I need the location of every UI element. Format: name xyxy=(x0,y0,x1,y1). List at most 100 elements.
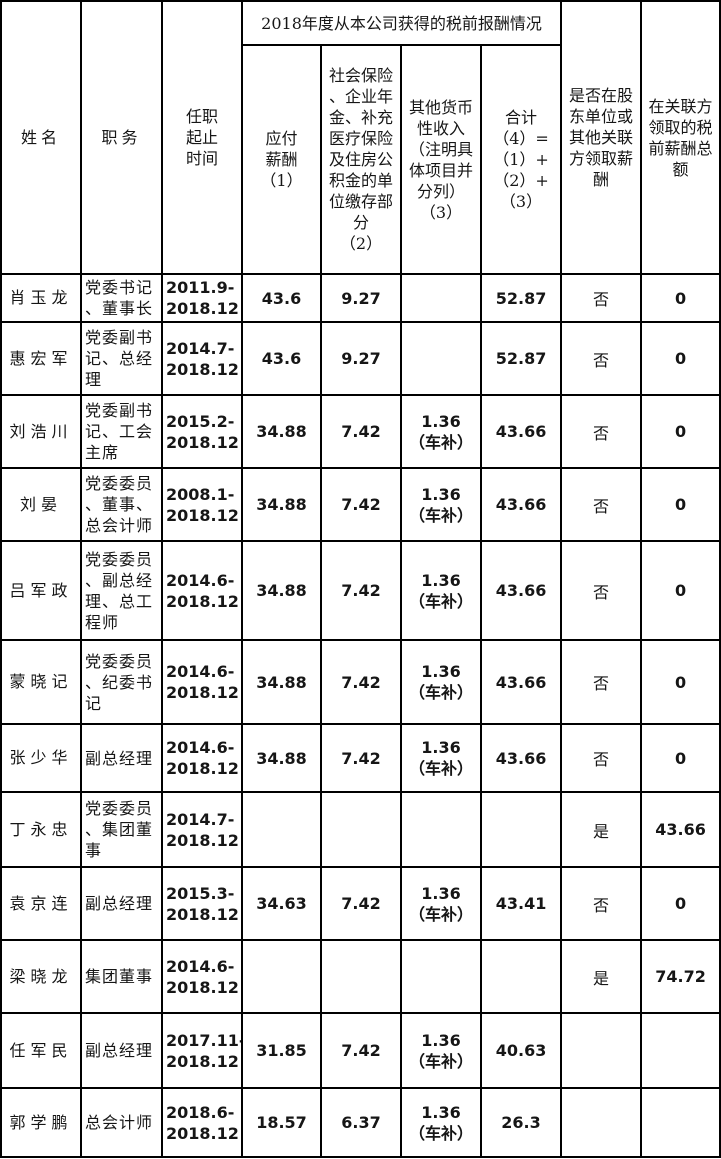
cell-position: 党委委员、纪委书记 xyxy=(80,639,163,725)
cell-term: 2014.7- 2018.12 xyxy=(161,321,243,396)
cell-other xyxy=(400,939,482,1014)
cell-flag: 否 xyxy=(560,723,643,793)
cell-name: 刘浩川 xyxy=(0,394,82,469)
cell-term: 2015.2- 2018.12 xyxy=(161,394,243,469)
table-row: 张少华 副总经理 2014.6- 2018.12 34.88 7.42 1.36 （车补）… xyxy=(0,723,721,793)
table-row: 吕军政 党委委员、副总经理、总工程师 2014.6- 2018.12 34.88 7.4… xyxy=(0,540,721,641)
header-other-income: 其他货币 性收入 （注明具 体项目并 分列） （3） xyxy=(400,44,482,275)
cell-payable: 31.85 xyxy=(241,1012,322,1089)
cell-flag: 否 xyxy=(560,639,643,725)
cell-position: 党委副书记、总经理 xyxy=(80,321,163,396)
cell-term: 2018.6- 2018.12 xyxy=(161,1087,243,1158)
table-row: 刘浩川 党委副书记、工会主席 2015.2- 2018.12 34.88 7.42 1.3… xyxy=(0,394,721,469)
cell-term: 2014.6- 2018.12 xyxy=(161,939,243,1014)
cell-amount: 0 xyxy=(640,866,721,941)
cell-social: 7.42 xyxy=(320,639,402,725)
header-row-top: 姓名 职务 任职 起止 时间 2018年度从本公司获得的税前报酬情况 是否在股东… xyxy=(0,0,721,275)
cell-amount: 0 xyxy=(640,723,721,793)
cell-other xyxy=(400,791,482,868)
cell-term: 2014.6- 2018.12 xyxy=(161,723,243,793)
header-payable: 应付 薪酬 （1） xyxy=(241,44,322,275)
cell-name: 刘晏 xyxy=(0,467,82,542)
cell-position: 党委委员、集团董事 xyxy=(80,791,163,868)
cell-amount: 0 xyxy=(640,639,721,725)
cell-position: 党委书记、董事长 xyxy=(80,273,163,323)
table-row: 郭学鹏 总会计师 2018.6- 2018.12 18.57 6.37 1.36 （车补）… xyxy=(0,1087,721,1158)
table-row: 肖玉龙 党委书记、董事长 2011.9- 2018.12 43.6 9.27 52.87 否… xyxy=(0,273,721,323)
table-body: 肖玉龙 党委书记、董事长 2011.9- 2018.12 43.6 9.27 52.87 否… xyxy=(0,273,721,1158)
cell-social: 6.37 xyxy=(320,1087,402,1158)
cell-name: 肖玉龙 xyxy=(0,273,82,323)
cell-total: 43.66 xyxy=(479,467,563,542)
cell-amount xyxy=(640,1087,721,1158)
header-position: 职务 xyxy=(80,0,163,275)
cell-position: 副总经理 xyxy=(80,1012,163,1089)
cell-position: 党委副书记、工会主席 xyxy=(80,394,163,469)
cell-position: 集团董事 xyxy=(80,939,163,1014)
cell-position: 总会计师 xyxy=(80,1087,163,1158)
cell-social: 7.42 xyxy=(320,394,402,469)
cell-payable xyxy=(241,791,322,868)
cell-total: 26.3 xyxy=(479,1087,563,1158)
header-social-insurance: 社会保险 、企业年 金、补充 医疗保险 及住房公 积金的单 位缴存部 分 （2） xyxy=(320,44,402,275)
cell-name: 吕军政 xyxy=(0,540,82,641)
cell-payable: 34.88 xyxy=(241,394,322,469)
cell-term: 2017.11- 2018.12 xyxy=(161,1012,243,1089)
cell-flag xyxy=(560,1012,643,1089)
cell-amount: 0 xyxy=(640,321,721,396)
cell-social: 9.27 xyxy=(320,273,402,323)
table-row: 梁晓龙 集团董事 2014.6- 2018.12 是 74.72 xyxy=(0,939,721,1014)
cell-name: 蒙晓记 xyxy=(0,639,82,725)
cell-total: 43.41 xyxy=(479,866,563,941)
cell-total: 43.66 xyxy=(479,639,563,725)
cell-total: 52.87 xyxy=(479,321,563,396)
cell-name: 梁晓龙 xyxy=(0,939,82,1014)
cell-payable: 34.88 xyxy=(241,639,322,725)
cell-other: 1.36 （车补） xyxy=(400,639,482,725)
cell-other xyxy=(400,321,482,396)
table-row: 刘晏 党委委员、董事、总会计师 2008.1- 2018.12 34.88 7.42 1.… xyxy=(0,467,721,542)
cell-term: 2014.6- 2018.12 xyxy=(161,540,243,641)
cell-amount: 0 xyxy=(640,467,721,542)
cell-amount: 74.72 xyxy=(640,939,721,1014)
table-row: 丁永忠 党委委员、集团董事 2014.7- 2018.12 是 43.66 xyxy=(0,791,721,868)
table-row: 袁京连 副总经理 2015.3- 2018.12 34.63 7.42 1.36 （车补）… xyxy=(0,866,721,941)
cell-payable: 34.88 xyxy=(241,540,322,641)
cell-name: 郭学鹏 xyxy=(0,1087,82,1158)
cell-term: 2015.3- 2018.12 xyxy=(161,866,243,941)
cell-amount: 0 xyxy=(640,394,721,469)
cell-flag: 否 xyxy=(560,321,643,396)
cell-other: 1.36 （车补） xyxy=(400,394,482,469)
cell-flag: 否 xyxy=(560,866,643,941)
cell-amount: 0 xyxy=(640,273,721,323)
cell-amount: 0 xyxy=(640,540,721,641)
cell-payable: 34.88 xyxy=(241,467,322,542)
cell-total xyxy=(479,791,563,868)
cell-total: 43.66 xyxy=(479,394,563,469)
header-name: 姓名 xyxy=(0,0,82,275)
cell-position: 党委委员、副总经理、总工程师 xyxy=(80,540,163,641)
cell-social: 9.27 xyxy=(320,321,402,396)
table-row: 蒙晓记 党委委员、纪委书记 2014.6- 2018.12 34.88 7.42 1.36… xyxy=(0,639,721,725)
cell-flag: 否 xyxy=(560,540,643,641)
table-row: 任军民 副总经理 2017.11- 2018.12 31.85 7.42 1.36 （车补… xyxy=(0,1012,721,1089)
cell-other: 1.36 （车补） xyxy=(400,467,482,542)
cell-total: 52.87 xyxy=(479,273,563,323)
cell-payable: 34.88 xyxy=(241,723,322,793)
cell-name: 丁永忠 xyxy=(0,791,82,868)
cell-name: 惠宏军 xyxy=(0,321,82,396)
cell-social: 7.42 xyxy=(320,540,402,641)
cell-term: 2008.1- 2018.12 xyxy=(161,467,243,542)
cell-total: 40.63 xyxy=(479,1012,563,1089)
header-related-flag: 是否在股东单位或其他关联方领取薪酬 xyxy=(560,0,643,275)
header-pretax-2018: 2018年度从本公司获得的税前报酬情况 xyxy=(240,0,563,46)
cell-flag: 否 xyxy=(560,394,643,469)
header-row-sub: 应付 薪酬 （1） 社会保险 、企业年 金、补充 医疗保险 及住房公 积金的单 … xyxy=(1,44,720,275)
header-related-amount: 在关联方 领取的税 前薪酬总 额 xyxy=(640,0,721,275)
cell-position: 党委委员、董事、总会计师 xyxy=(80,467,163,542)
cell-total: 43.66 xyxy=(479,540,563,641)
cell-amount xyxy=(640,1012,721,1089)
cell-social: 7.42 xyxy=(320,866,402,941)
